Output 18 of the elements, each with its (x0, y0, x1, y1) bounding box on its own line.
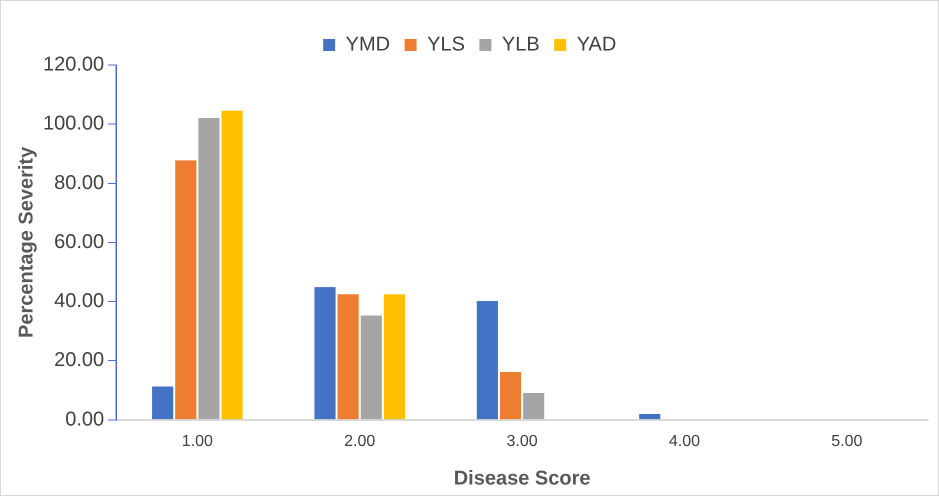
legend-label: YAD (576, 34, 616, 56)
x-tick-label: 4.00 (668, 432, 700, 450)
x-tick-label: 1.00 (182, 432, 214, 450)
y-tick-label: 60.00 (54, 230, 104, 253)
legend-label: YMD (346, 34, 390, 56)
legend-label: YLS (427, 34, 465, 56)
legend-label: YLB (502, 34, 540, 56)
x-tick-label: 3.00 (506, 432, 538, 450)
x-axis-title: Disease Score (454, 468, 590, 490)
y-tick-label: 20.00 (54, 349, 104, 372)
y-axis-title: Percentage Severity (16, 146, 38, 338)
x-tick-label: 5.00 (831, 432, 862, 450)
y-tick-label: 100.00 (43, 112, 104, 135)
x-tick-label: 2.00 (344, 432, 376, 450)
y-tick-label: 80.00 (54, 172, 104, 194)
y-tick-label: 120.00 (43, 54, 104, 76)
y-tick-label: 40.00 (54, 290, 104, 312)
y-tick-label: 0.00 (65, 408, 104, 430)
